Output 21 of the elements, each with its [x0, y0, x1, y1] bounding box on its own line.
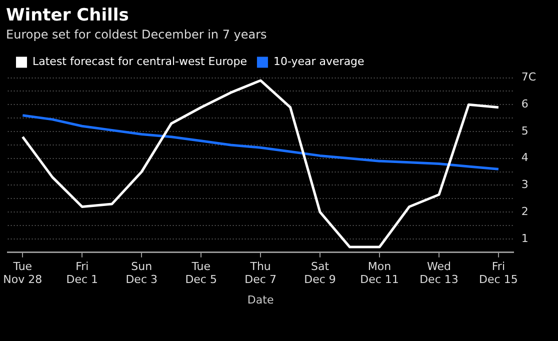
x-tick-label: Fri Dec 15 [479, 260, 518, 286]
x-tick-label: Tue Nov 28 [3, 260, 42, 286]
x-tick-label: Fri Dec 1 [66, 260, 98, 286]
y-tick-label: 2 [521, 204, 528, 218]
x-tick-label: Tue Dec 5 [185, 260, 217, 286]
x-tick-label: Sun Dec 3 [126, 260, 158, 286]
legend-label: 10-year average [273, 55, 365, 68]
y-tick-label: 7C [521, 70, 536, 84]
legend-label: Latest forecast for central-west Europe [32, 55, 248, 68]
x-axis-title: Date [247, 293, 274, 306]
chart-subtitle: Europe set for coldest December in 7 years [6, 28, 267, 42]
x-tick-label: Sat Dec 9 [304, 260, 336, 286]
y-tick-label: 4 [521, 151, 528, 164]
y-tick-label: 3 [521, 178, 528, 192]
x-tick-label: Thu Dec 7 [244, 260, 276, 286]
y-tick-label: 5 [521, 124, 528, 138]
x-tick-label: Mon Dec 11 [360, 260, 399, 286]
y-tick-label: 1 [521, 232, 528, 245]
chart-title: Winter Chills [6, 6, 129, 26]
y-tick-label: 6 [521, 98, 528, 111]
x-tick-label: Wed Dec 13 [420, 260, 458, 286]
